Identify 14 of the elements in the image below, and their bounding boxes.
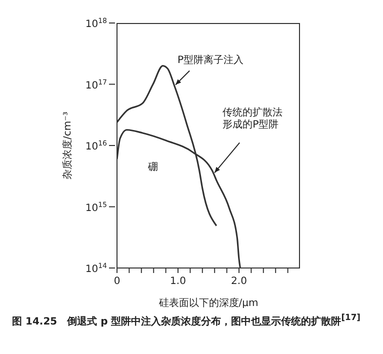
y-tick-label: 10$^{16}$ <box>85 140 108 152</box>
y-tick-label: 10$^{18}$ <box>85 17 107 30</box>
y-tick-label: 10$^{14}$ <box>85 262 108 275</box>
caption: 图 14.25 倒退式 p 型阱中注入杂质浓度分布，图中也显示传统的扩散阱$^{[17]}$ <box>11 312 362 328</box>
x-tick-label: 0 <box>114 276 120 287</box>
x-tick-label: 1.0 <box>170 276 186 287</box>
y-tick-label: 10$^{17}$ <box>85 78 107 92</box>
y-tick-label: 10$^{15}$ <box>85 200 107 214</box>
y-axis-title: 杂质浓度/cm⁻³ <box>62 112 74 180</box>
x-tick-label: 2.0 <box>231 276 247 287</box>
annotation: P型阱离子注入 <box>178 54 244 66</box>
x-axis-title: 硅表面以下的深度/μm <box>158 297 258 309</box>
annotation: 传统的扩散法形成的P型阱 <box>222 106 283 131</box>
annotation: 硼 <box>148 161 158 174</box>
